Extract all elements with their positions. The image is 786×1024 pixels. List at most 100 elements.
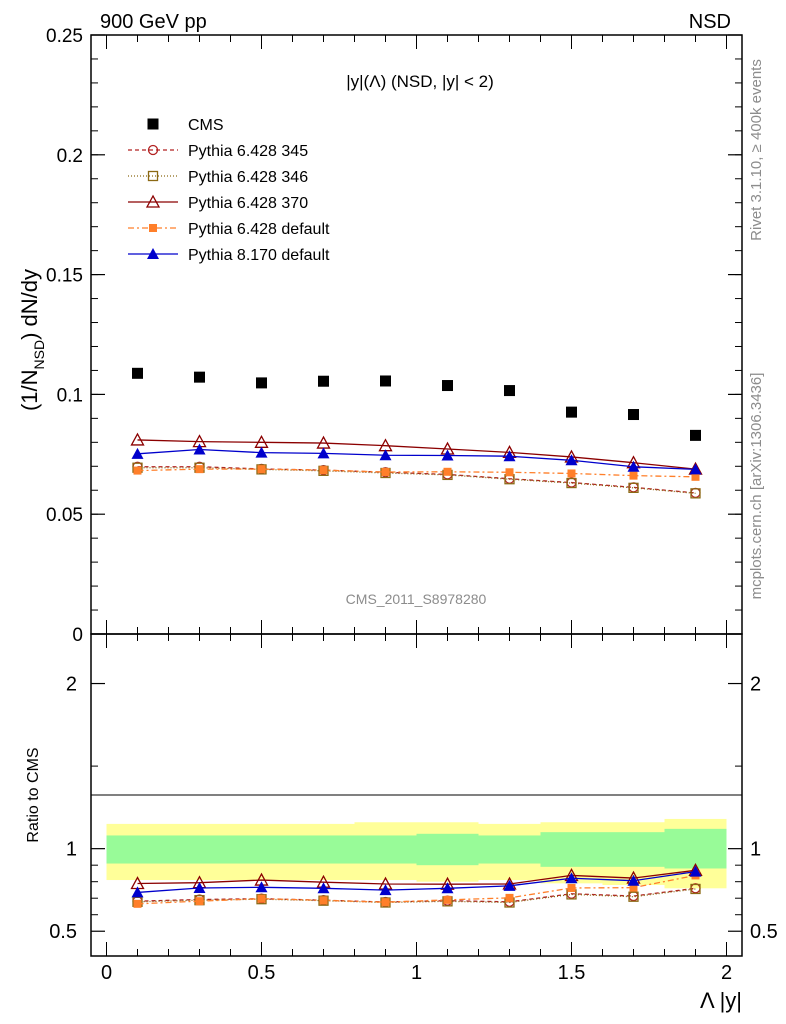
data-point — [194, 371, 205, 383]
rivet-label: Rivet 3.1.10, ≥ 400k events — [748, 59, 765, 241]
main-y-tick-label: 0.15 — [46, 266, 83, 287]
legend-item: Pythia 8.170 default — [128, 247, 330, 264]
data-point — [566, 477, 577, 489]
data-point — [195, 465, 204, 474]
series-0 — [132, 367, 701, 441]
data-point — [319, 466, 328, 475]
legend-item: Pythia 6.428 default — [128, 221, 330, 238]
data-point — [133, 466, 142, 475]
x-tick-label: 2 — [721, 962, 732, 984]
ratio-band-inner — [478, 835, 541, 864]
legend-item: Pythia 6.428 370 — [128, 194, 308, 212]
ratio-band-inner — [292, 835, 355, 864]
ratio-point — [255, 881, 268, 893]
data-point — [441, 449, 454, 461]
ratio-point — [317, 882, 330, 894]
main-y-tick-label: 0.05 — [46, 505, 83, 526]
ratio-series-line — [137, 870, 696, 894]
ratio-point — [690, 883, 701, 895]
data-point — [503, 450, 516, 462]
main-series-group — [130, 367, 703, 499]
data-point — [132, 367, 143, 379]
main-panel: |y|(Λ) (NSD, |y| < 2) CMS_2011_S8978280 … — [17, 26, 743, 646]
ratio-point — [381, 898, 390, 907]
ratio-series-line — [137, 874, 696, 905]
ratio-band-inner — [106, 835, 169, 864]
main-y-tick-label: 0.1 — [57, 385, 83, 406]
data-point — [629, 471, 638, 480]
ratio-point — [565, 872, 578, 884]
ratio-series-line — [137, 888, 696, 904]
data-point — [689, 463, 702, 475]
series-line — [137, 467, 696, 495]
legend-label: Pythia 8.170 default — [188, 247, 330, 264]
series-3 — [130, 432, 703, 475]
ratio-band-inner — [540, 832, 603, 867]
ratio-series-4 — [131, 865, 702, 898]
ratio-uncertainty-bands — [106, 818, 727, 889]
ratio-point — [441, 882, 454, 894]
ratio-y-tick-label-right: 0.5 — [750, 921, 778, 943]
legend-marker — [147, 118, 159, 130]
ratio-point — [443, 895, 452, 904]
legend-label: Pythia 6.428 370 — [188, 195, 308, 212]
ratio-y-tick-label-right: 2 — [750, 674, 761, 696]
y-axis-title-main: (1/NNSD) dN/dy — [17, 269, 47, 411]
data-point — [257, 465, 266, 474]
ratio-y-tick-label-left: 1 — [66, 839, 77, 861]
ratio-point — [567, 883, 576, 892]
ratio-point — [689, 865, 702, 877]
ratio-point — [319, 896, 328, 905]
header-process: NSD — [689, 11, 731, 33]
series-5 — [131, 443, 702, 475]
ratio-point — [628, 891, 639, 902]
legend-marker — [145, 194, 161, 208]
ratio-point — [318, 895, 329, 906]
data-point — [317, 447, 330, 459]
ratio-point — [193, 881, 206, 893]
ratio-series-line — [137, 869, 696, 885]
ratio-band-inner — [602, 832, 665, 867]
series-line — [137, 466, 696, 494]
x-tick-label: 1.5 — [558, 962, 586, 984]
ratio-band-inner — [168, 835, 231, 864]
data-point — [691, 472, 700, 481]
data-point — [565, 454, 578, 466]
main-y-tick-label: 0.2 — [57, 146, 83, 167]
series-2 — [132, 462, 701, 499]
legend: CMS Pythia 6.428 345 Pythia 6.428 346 Pythi… — [128, 117, 330, 264]
data-point — [690, 429, 701, 441]
legend-label: CMS — [188, 117, 224, 134]
data-point — [380, 375, 391, 387]
legend-marker — [149, 224, 157, 232]
ratio-y-axis-title: Ratio to CMS — [25, 747, 42, 842]
main-y-tick-label: 0.25 — [46, 26, 83, 47]
series-line — [137, 448, 696, 471]
ratio-point — [627, 874, 640, 886]
ratio-axis-ticks: 0.5 0.5 1 1 2 2 0 0.5 1 1.5 2 — [49, 634, 778, 984]
data-point — [255, 446, 268, 458]
data-point — [505, 468, 514, 477]
data-point — [193, 443, 206, 455]
ratio-point — [505, 893, 514, 902]
ratio-band-inner — [664, 828, 727, 869]
data-point — [379, 449, 392, 461]
data-point — [318, 375, 329, 387]
data-point — [627, 460, 640, 472]
data-point — [442, 380, 453, 392]
ratio-y-tick-label-left: 0.5 — [49, 921, 77, 943]
data-point — [381, 468, 390, 477]
legend-item: CMS — [147, 117, 224, 134]
legend-marker — [147, 248, 159, 259]
ratio-point — [131, 886, 144, 898]
legend-item: Pythia 6.428 346 — [128, 169, 308, 186]
ratio-point — [133, 899, 142, 908]
data-point — [690, 488, 701, 499]
legend-label: Pythia 6.428 default — [188, 221, 330, 238]
ratio-y-tick-label-left: 2 — [66, 674, 77, 696]
data-point — [504, 385, 515, 397]
series-1 — [132, 461, 701, 499]
data-point — [130, 432, 145, 446]
data-point — [256, 377, 267, 389]
